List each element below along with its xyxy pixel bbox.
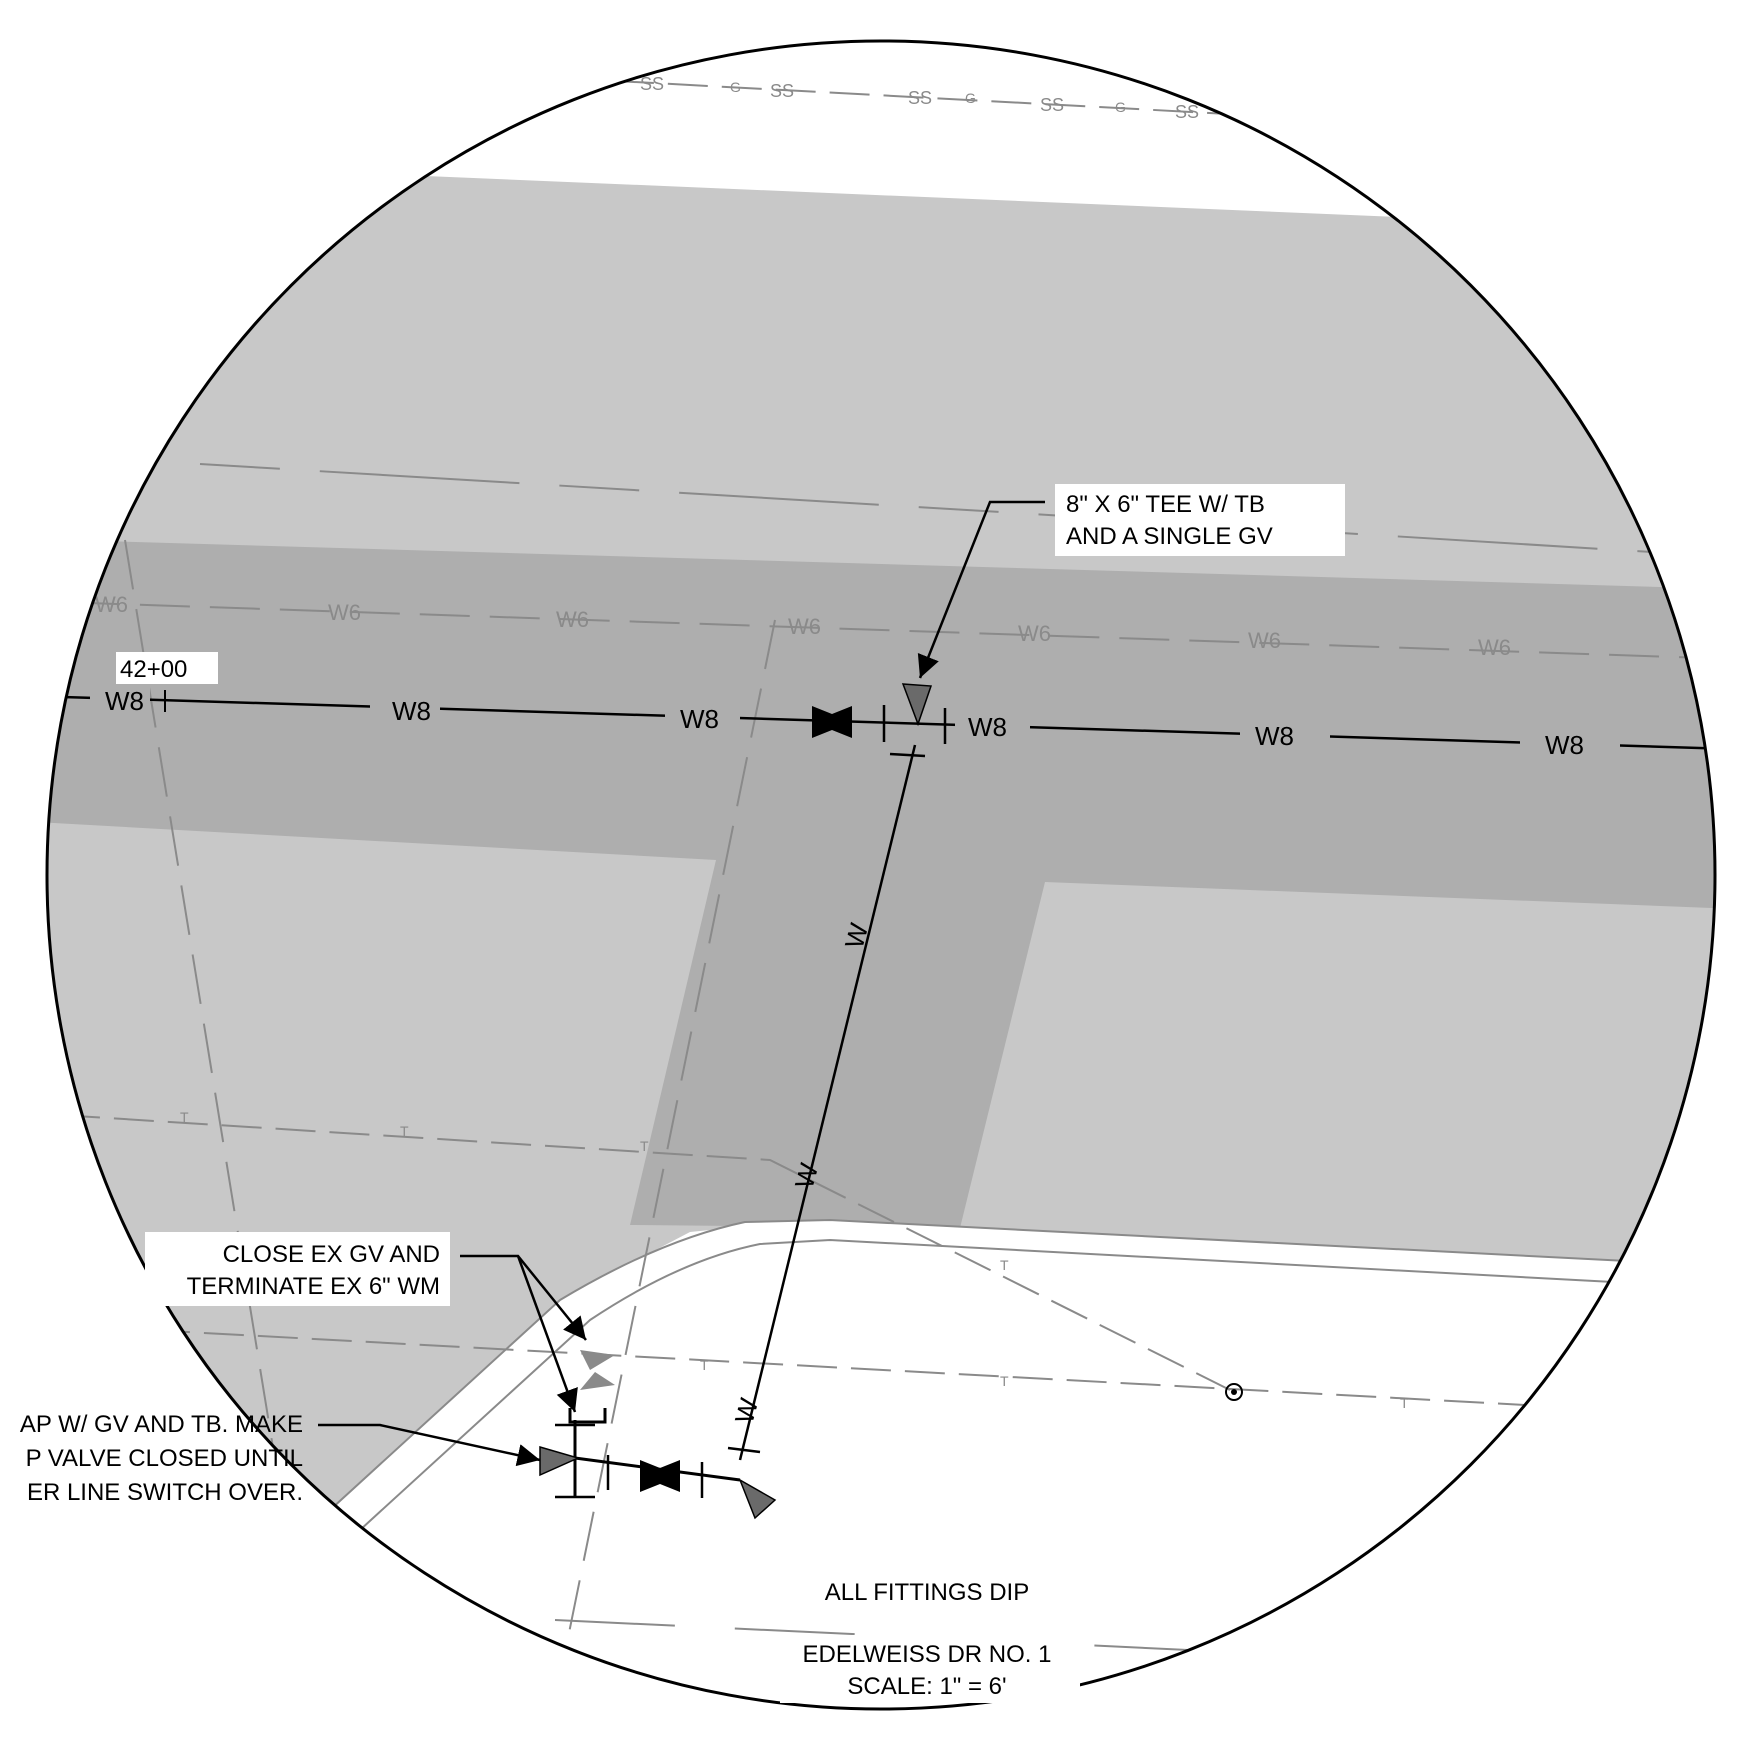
w6-label-7: W6 — [1478, 635, 1511, 660]
thrust-block-icon-2 — [539, 1446, 581, 1477]
t-label-4: T — [1000, 1257, 1009, 1273]
ss-label-4: SS — [1040, 95, 1064, 115]
detail-circle — [45, 39, 1717, 1711]
t-label-1: T — [180, 1109, 189, 1125]
close-callout-line-2: TERMINATE EX 6" WM — [187, 1273, 440, 1300]
curb-line-inner — [334, 1238, 1715, 1709]
cap-callout-line-2: P VALVE CLOSED UNTIL — [26, 1445, 303, 1472]
telecom-labels: T T T T T T T — [180, 1109, 1409, 1411]
t-label-5: T — [700, 1357, 709, 1373]
cap-callout-line-3: ER LINE SWITCH OVER. — [27, 1479, 303, 1506]
station-label-bg — [116, 652, 218, 684]
existing-water-main-w6 — [47, 599, 1715, 661]
sanitary-gas-line — [559, 77, 1341, 121]
t-label-6: T — [1000, 1373, 1009, 1389]
detail-scale: SCALE: 1" = 6' — [847, 1673, 1006, 1700]
gate-valve-icon-2 — [555, 1423, 761, 1499]
thrust-block-icon-4 — [580, 1350, 615, 1370]
title-block-bg — [780, 1635, 1080, 1703]
water-branch-w — [738, 744, 917, 1461]
manhole-icon-center — [1231, 1389, 1237, 1395]
g-label-3: G — [1115, 99, 1126, 115]
tee-callout-bg — [1055, 484, 1345, 556]
w6-label-4: W6 — [788, 614, 821, 639]
telecom-line-1 — [59, 1114, 1231, 1391]
t-label-2: T — [400, 1123, 409, 1139]
cap-callout-line-1: AP W/ GV AND TB. MAKE — [20, 1411, 303, 1438]
thrust-block-icon — [901, 683, 933, 727]
cap-icon — [568, 1408, 607, 1424]
w6-label-5: W6 — [1018, 621, 1051, 646]
station-label: 42+00 — [120, 656, 187, 683]
road-edge-dashed — [199, 463, 1701, 556]
w6-label-3: W6 — [556, 607, 589, 632]
ss-label-3: SS — [908, 88, 932, 108]
g-label-1: G — [730, 79, 741, 95]
w6-label-1: W6 — [95, 592, 128, 617]
cap-callout-leader — [318, 1423, 541, 1467]
water-main-w8 — [47, 693, 1715, 752]
w8-label-2: W8 — [392, 696, 431, 726]
tee-callout-leader — [917, 500, 1045, 679]
t-label-7: T — [1400, 1395, 1409, 1411]
manhole-icon — [1225, 1383, 1243, 1401]
t-label-3: T — [640, 1138, 649, 1154]
existing-water-w6-vertical-2 — [544, 619, 776, 1709]
w8-label-3: W8 — [680, 704, 719, 734]
close-callout-bg — [145, 1232, 450, 1306]
ss-label-5: SS — [1175, 102, 1199, 122]
ss-label-2: SS — [770, 81, 794, 101]
w8-label-6: W8 — [1545, 730, 1584, 760]
w6-label-8: W6 — [1710, 642, 1743, 667]
fittings-note: ALL FITTINGS DIP — [825, 1579, 1029, 1606]
thrust-block-icon-3 — [738, 1478, 777, 1520]
detail-title: EDELWEISS DR NO. 1 — [803, 1641, 1052, 1668]
w8-label-5: W8 — [1255, 721, 1294, 751]
close-callout-line-1: CLOSE EX GV AND — [223, 1241, 440, 1268]
w6-label-2: W6 — [328, 600, 361, 625]
w6-labels: W6 W6 W6 W6 W6 W6 W6 W6 — [95, 592, 1743, 667]
close-callout-leader-2 — [516, 1255, 578, 1413]
w8-labels: W8 W8 W8 W8 W8 W8 — [90, 680, 1620, 761]
g-label-2: G — [965, 90, 976, 106]
gate-valve-icon — [812, 705, 947, 758]
thrust-block-icon-5 — [580, 1372, 615, 1390]
tee-callout-line-2: AND A SINGLE GV — [1066, 523, 1273, 550]
ss-label-1: SS — [640, 74, 664, 94]
ss-labels: SS SS SS SS SS G G G — [640, 74, 1199, 122]
tee-callout-line-1: 8" X 6" TEE W/ TB — [1066, 491, 1265, 518]
w8-label-1: W8 — [105, 686, 144, 716]
w6-label-6: W6 — [1248, 628, 1281, 653]
w8-label-4: W8 — [968, 712, 1007, 742]
